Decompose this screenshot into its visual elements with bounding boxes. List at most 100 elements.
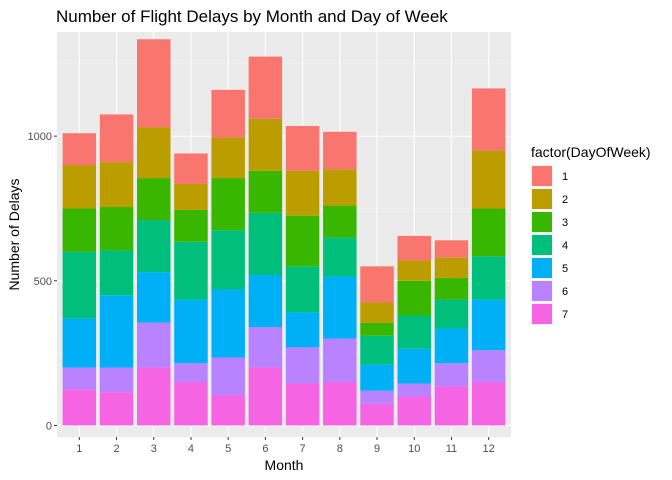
bar-segment-month-5-day-6 bbox=[211, 357, 245, 396]
bar-segment-month-12-day-6 bbox=[471, 350, 506, 383]
bar-segment-month-8-day-5 bbox=[323, 276, 357, 339]
bar-segment-month-5-day-4 bbox=[211, 230, 245, 290]
bar-segment-month-9-day-6 bbox=[360, 390, 394, 404]
bar-segment-month-6-day-5 bbox=[248, 275, 283, 328]
legend-label: 1 bbox=[562, 171, 568, 183]
bar-segment-month-7-day-1 bbox=[285, 126, 320, 171]
bar-segment-month-12-day-1 bbox=[471, 88, 506, 151]
bar-segment-month-11-day-5 bbox=[434, 328, 469, 364]
bar-segment-month-6-day-6 bbox=[248, 327, 283, 368]
bar-segment-month-3-day-2 bbox=[137, 127, 171, 179]
bar-segment-month-11-day-6 bbox=[434, 363, 469, 387]
chart-title: Number of Flight Delays by Month and Day… bbox=[56, 7, 448, 26]
legend-swatch-3 bbox=[532, 212, 552, 232]
legend-title: factor(DayOfWeek) bbox=[531, 144, 651, 160]
y-tick-label: 500 bbox=[34, 276, 52, 288]
legend-label: 4 bbox=[562, 240, 568, 252]
bar-segment-month-4-day-3 bbox=[174, 209, 208, 242]
bar-segment-month-2-day-3 bbox=[99, 207, 134, 251]
legend-swatch-1 bbox=[532, 166, 552, 186]
bar-segment-month-9-day-4 bbox=[360, 335, 394, 365]
bar-segment-month-3-day-4 bbox=[137, 220, 171, 273]
legend-label: 2 bbox=[562, 194, 568, 206]
bar-segment-month-1-day-5 bbox=[62, 318, 97, 368]
bar-segment-month-7-day-6 bbox=[285, 347, 320, 384]
x-tick-label: 1 bbox=[76, 443, 82, 455]
bar-segment-month-7-day-5 bbox=[285, 312, 320, 348]
bar-segment-month-10-day-5 bbox=[397, 348, 431, 384]
bar-segment-month-6-day-7 bbox=[248, 367, 283, 426]
bar-segment-month-12-day-5 bbox=[471, 299, 506, 351]
bar-segment-month-10-day-3 bbox=[397, 280, 431, 316]
bar-segment-month-7-day-3 bbox=[285, 215, 320, 267]
bar-segment-month-5-day-5 bbox=[211, 289, 245, 358]
y-tick-label: 0 bbox=[46, 420, 52, 432]
x-tick-label: 12 bbox=[483, 443, 495, 455]
bar-segment-month-11-day-1 bbox=[434, 240, 469, 258]
bar-segment-month-12-day-3 bbox=[471, 208, 506, 257]
bar-segment-month-8-day-7 bbox=[323, 382, 357, 426]
bar-segment-month-2-day-2 bbox=[99, 162, 134, 208]
legend-label: 7 bbox=[562, 309, 568, 321]
bar-segment-month-4-day-2 bbox=[174, 183, 208, 210]
bar-segment-month-9-day-3 bbox=[360, 322, 394, 336]
bar-segment-month-8-day-2 bbox=[323, 169, 357, 206]
x-axis-title: Month bbox=[265, 457, 304, 473]
x-tick-label: 7 bbox=[300, 443, 306, 455]
bar-segment-month-7-day-7 bbox=[285, 383, 320, 426]
bar-segment-month-4-day-7 bbox=[174, 382, 208, 426]
x-tick-label: 4 bbox=[188, 443, 194, 455]
legend-swatch-6 bbox=[532, 281, 552, 301]
bar-segment-month-4-day-4 bbox=[174, 241, 208, 300]
legend-swatch-2 bbox=[532, 189, 552, 209]
bar-segment-month-12-day-2 bbox=[471, 150, 506, 209]
bar-segment-month-2-day-4 bbox=[99, 250, 134, 296]
bar-segment-month-10-day-1 bbox=[397, 235, 431, 261]
bar-segment-month-1-day-3 bbox=[62, 208, 97, 252]
bar-segment-month-7-day-4 bbox=[285, 266, 320, 313]
x-tick-label: 6 bbox=[262, 443, 268, 455]
bar-segment-month-5-day-7 bbox=[211, 395, 245, 426]
bar-segment-month-4-day-1 bbox=[174, 153, 208, 184]
legend-swatch-4 bbox=[532, 235, 552, 255]
bar-segment-month-1-day-7 bbox=[62, 389, 97, 426]
bar-segment-month-12-day-4 bbox=[471, 256, 506, 300]
x-tick-label: 3 bbox=[151, 443, 157, 455]
x-tick-label: 2 bbox=[113, 443, 119, 455]
x-tick-label: 8 bbox=[337, 443, 343, 455]
legend-label: 6 bbox=[562, 286, 568, 298]
bar-segment-month-3-day-6 bbox=[137, 322, 171, 368]
legend-label: 5 bbox=[562, 263, 568, 275]
bar-segment-month-9-day-2 bbox=[360, 302, 394, 323]
bar-segment-month-5-day-1 bbox=[211, 89, 245, 138]
bar-segment-month-6-day-1 bbox=[248, 56, 283, 119]
bar-segment-month-1-day-1 bbox=[62, 133, 97, 166]
bar-segment-month-11-day-3 bbox=[434, 277, 469, 300]
bar-segment-month-1-day-4 bbox=[62, 251, 97, 319]
bar-segment-month-3-day-7 bbox=[137, 367, 171, 426]
bar-segment-month-9-day-1 bbox=[360, 266, 394, 303]
bar-segment-month-10-day-6 bbox=[397, 383, 431, 397]
bar-segment-month-11-day-2 bbox=[434, 257, 469, 278]
legend-swatch-5 bbox=[532, 258, 552, 278]
bar-segment-month-3-day-3 bbox=[137, 178, 171, 221]
bar-segment-month-7-day-2 bbox=[285, 170, 320, 216]
bar-segment-month-8-day-4 bbox=[323, 237, 357, 277]
bar-segment-month-11-day-4 bbox=[434, 299, 469, 329]
bar-segment-month-8-day-1 bbox=[323, 131, 357, 170]
bar-segment-month-6-day-3 bbox=[248, 170, 283, 213]
bar-segment-month-10-day-7 bbox=[397, 396, 431, 426]
legend-swatch-7 bbox=[532, 304, 552, 324]
bar-segment-month-1-day-6 bbox=[62, 367, 97, 390]
x-tick-label: 11 bbox=[446, 443, 457, 455]
bar-segment-month-6-day-2 bbox=[248, 118, 283, 171]
bar-segment-month-9-day-7 bbox=[360, 403, 394, 426]
bar-segment-month-2-day-1 bbox=[99, 114, 134, 163]
bar-segment-month-2-day-6 bbox=[99, 367, 134, 393]
bar-segment-month-4-day-6 bbox=[174, 363, 208, 383]
bar-segment-month-2-day-7 bbox=[99, 392, 134, 426]
x-tick-label: 5 bbox=[225, 443, 231, 455]
bar-segment-month-6-day-4 bbox=[248, 212, 283, 275]
bar-segment-month-4-day-5 bbox=[174, 299, 208, 364]
